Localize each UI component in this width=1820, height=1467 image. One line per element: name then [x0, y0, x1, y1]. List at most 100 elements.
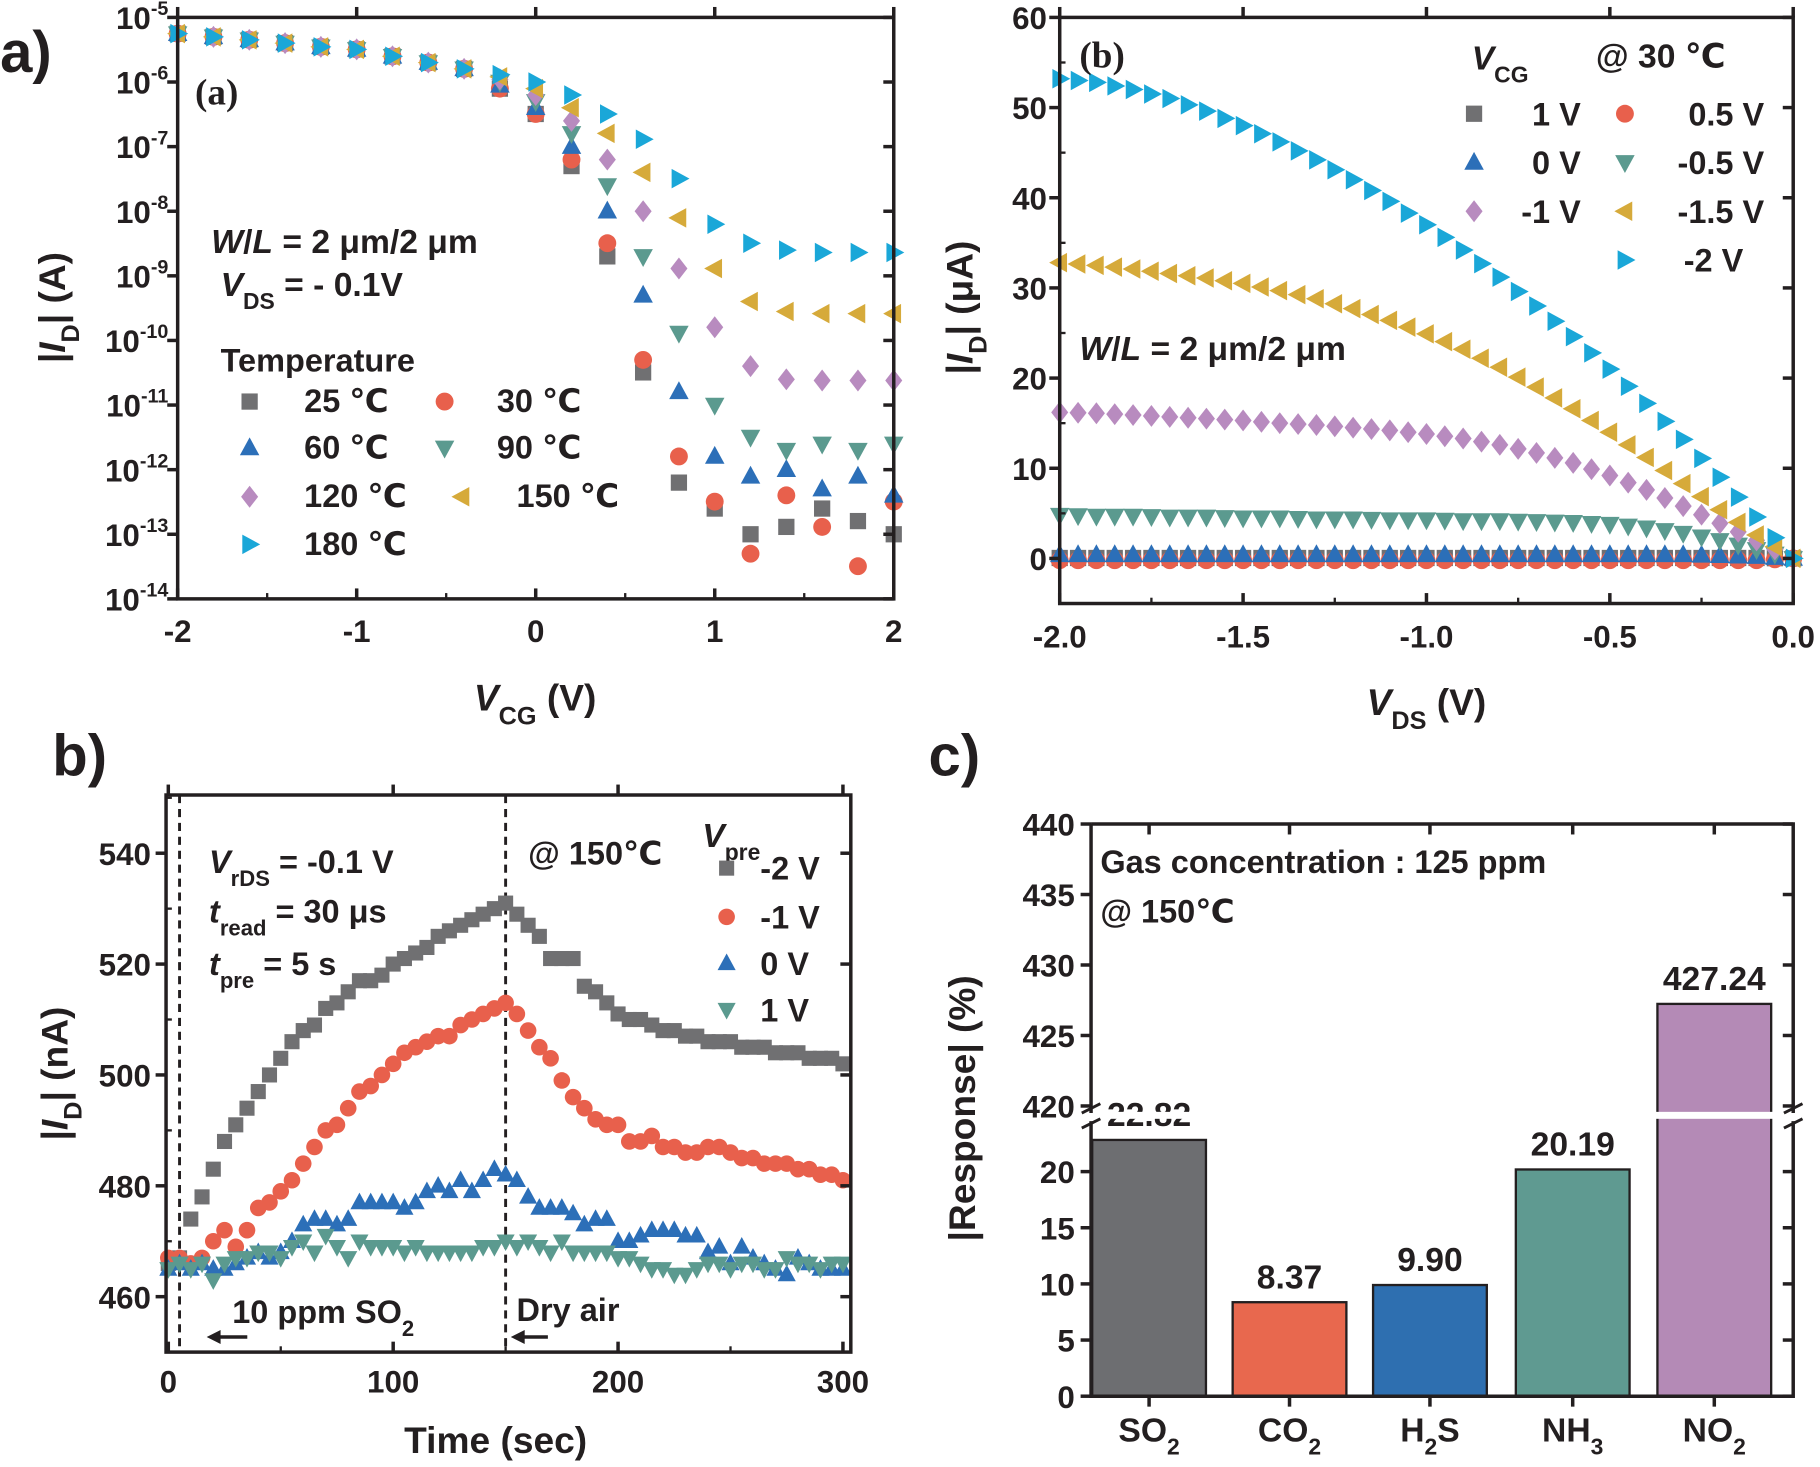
label-part: 2	[1733, 1433, 1746, 1459]
data-point	[632, 162, 651, 183]
data-point	[1196, 509, 1217, 528]
data-point	[216, 1221, 233, 1239]
data-point	[740, 465, 761, 484]
label-part: /	[1111, 331, 1121, 368]
data-point	[575, 1214, 594, 1232]
data-point	[1508, 513, 1528, 532]
label-part: W	[211, 224, 246, 261]
data-point	[653, 1262, 673, 1279]
bar	[1231, 1301, 1348, 1398]
data-point	[1177, 265, 1196, 286]
x-tick-label: 2	[885, 614, 902, 649]
data-point	[1544, 388, 1563, 408]
data-point	[250, 1084, 266, 1100]
data-point	[339, 1251, 358, 1268]
data-point	[597, 200, 618, 219]
data-point	[294, 1234, 313, 1252]
data-point	[316, 1209, 335, 1226]
data-point	[597, 1245, 616, 1263]
label-part: (V)	[1426, 681, 1486, 723]
data-point	[542, 1050, 559, 1067]
data-point	[1364, 180, 1383, 201]
data-point	[519, 1022, 537, 1039]
data-point	[1195, 268, 1214, 288]
legend-item: -1 V	[718, 899, 820, 935]
series-6	[1052, 68, 1804, 569]
x-tick-label: -1.5	[1216, 620, 1270, 655]
data-point	[1637, 478, 1656, 501]
data-point	[1178, 509, 1198, 528]
data-point	[634, 350, 653, 369]
data-point	[339, 1099, 357, 1117]
data-point	[1452, 339, 1471, 359]
data-point	[1324, 293, 1343, 314]
data-point	[710, 1236, 729, 1254]
legend-label: 0 V	[1532, 145, 1581, 181]
axis-break-mark	[1783, 1117, 1804, 1130]
data-point	[1599, 422, 1618, 442]
data-point	[741, 544, 760, 563]
label-part: Time (sec)	[404, 1419, 587, 1461]
data-point	[848, 442, 868, 461]
data-point	[1124, 404, 1142, 427]
legend-label: 90 ℃	[497, 429, 581, 465]
legend-title: Vpre	[702, 818, 760, 865]
data-point	[1674, 495, 1692, 518]
data-point	[1327, 160, 1346, 180]
data-point	[1490, 513, 1510, 532]
data-point	[1290, 141, 1309, 161]
data-point	[1199, 101, 1217, 121]
label-part: I	[31, 342, 73, 353]
tick-exponent: -5	[151, 0, 169, 20]
legend-label: -2 V	[1684, 243, 1744, 279]
data-point	[1545, 544, 1565, 563]
label-part: V	[1367, 681, 1395, 723]
data-point	[1141, 544, 1162, 563]
data-point	[1730, 487, 1749, 507]
data-point	[1379, 310, 1398, 331]
x-tick-label: 200	[592, 1365, 644, 1400]
region-label-so2: 10 ppm SO2	[232, 1294, 414, 1340]
data-point	[812, 436, 832, 455]
data-point	[766, 1262, 785, 1279]
data-point	[669, 447, 688, 466]
data-point	[1162, 88, 1181, 109]
data-point	[1565, 326, 1584, 347]
bar	[1514, 1168, 1631, 1398]
data-point	[1635, 447, 1654, 468]
data-point	[1270, 510, 1290, 529]
legend-marker	[719, 860, 735, 876]
data-point	[1749, 507, 1768, 527]
data-point	[634, 200, 652, 223]
data-point	[159, 1262, 178, 1279]
label-part: NH	[1542, 1412, 1591, 1449]
data-point	[1602, 359, 1621, 379]
y-tick-label: 10	[1012, 452, 1047, 487]
data-point	[462, 1181, 481, 1199]
data-point	[1144, 84, 1162, 104]
data-point	[1712, 467, 1731, 488]
y-tick-label: 420	[1023, 1090, 1075, 1125]
chart-gas-response: c)22.82SO28.37CO29.90H2S20.19NH3427.24NO…	[929, 723, 1804, 1459]
data-point	[631, 1256, 650, 1274]
data-point	[1601, 464, 1619, 487]
bar-value-label: 8.37	[1257, 1259, 1322, 1296]
data-point	[1271, 412, 1289, 435]
data-point	[849, 369, 867, 392]
label-part: @ 150℃	[1100, 894, 1234, 930]
data-point	[721, 1262, 740, 1279]
data-point	[778, 518, 795, 536]
tick-base: 10	[105, 324, 140, 359]
label-part: CG	[1494, 62, 1528, 88]
data-point	[552, 1198, 571, 1215]
x-tick-label: 300	[817, 1365, 869, 1400]
tick-base: 10	[105, 518, 140, 553]
data-point	[742, 526, 759, 543]
data-point	[1382, 191, 1401, 212]
legend-label: 60 ℃	[304, 429, 389, 465]
data-point	[1107, 76, 1126, 96]
annotation: VDS = - 0.1V	[221, 267, 404, 314]
y-tick-label: 30	[1012, 272, 1047, 307]
